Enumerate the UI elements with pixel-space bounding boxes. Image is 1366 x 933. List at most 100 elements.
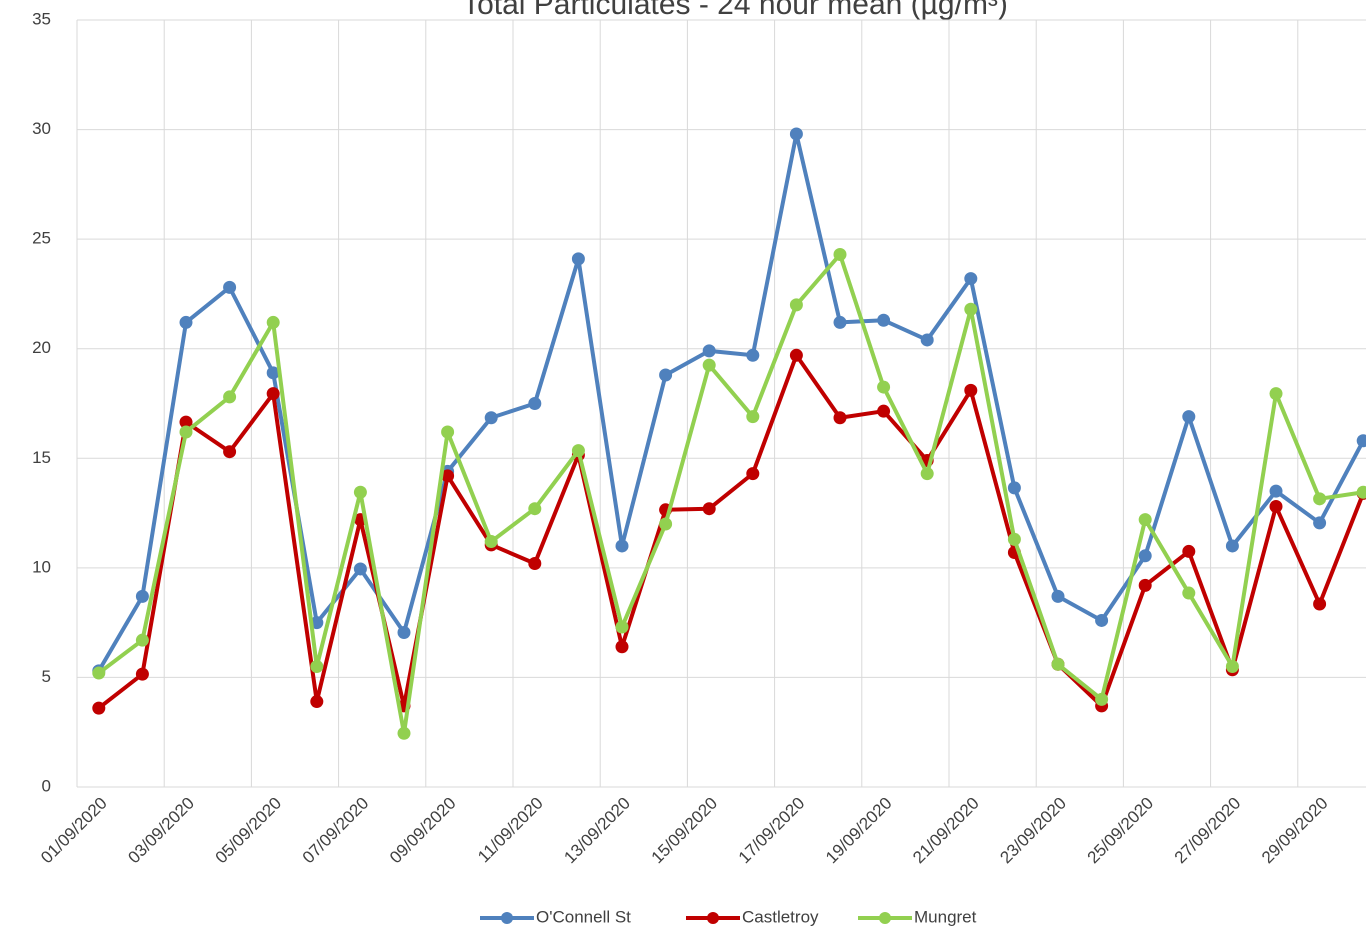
x-tick-label: 11/09/2020	[474, 794, 547, 867]
chart-title: Total Particulates - 24 hour mean (µg/m³…	[462, 0, 1008, 21]
data-point	[1313, 597, 1327, 611]
x-tick-label: 07/09/2020	[299, 794, 373, 868]
data-point	[135, 633, 149, 647]
data-point	[92, 701, 106, 715]
data-point	[1095, 692, 1109, 706]
y-tick-label: 20	[32, 338, 51, 357]
data-point	[1138, 578, 1152, 592]
data-point	[223, 390, 237, 404]
data-point	[179, 425, 193, 439]
data-point	[833, 247, 847, 261]
data-point	[1007, 532, 1021, 546]
x-tick-label: 13/09/2020	[560, 794, 634, 868]
data-point	[1269, 499, 1283, 513]
data-point	[789, 127, 803, 141]
data-point	[615, 620, 629, 634]
data-point	[1182, 410, 1196, 424]
series-line	[97, 353, 1366, 710]
x-tick-label: 09/09/2020	[386, 794, 460, 868]
data-point	[266, 315, 280, 329]
y-tick-label: 30	[32, 119, 51, 138]
data-point	[179, 315, 193, 329]
data-point	[528, 556, 542, 570]
data-point	[266, 387, 280, 401]
data-point	[353, 562, 367, 576]
y-tick-label: 35	[32, 9, 51, 28]
data-point	[1138, 549, 1152, 563]
data-point	[353, 485, 367, 499]
data-point	[1225, 539, 1239, 553]
data-point	[1051, 657, 1065, 671]
data-point	[746, 410, 760, 424]
y-tick-label: 25	[32, 229, 51, 248]
y-tick-label: 0	[42, 776, 51, 795]
series	[92, 247, 1366, 740]
legend-label: O'Connell St	[536, 907, 631, 926]
data-point	[1356, 434, 1366, 448]
x-tick-label: 25/09/2020	[1084, 794, 1158, 868]
data-point	[1313, 516, 1327, 530]
data-point	[615, 539, 629, 553]
legend-marker	[501, 912, 513, 924]
data-point	[1138, 513, 1152, 527]
data-point	[702, 358, 716, 372]
data-point	[528, 502, 542, 516]
y-tick-label: 5	[42, 667, 51, 686]
data-point	[1007, 481, 1021, 495]
series-line	[97, 131, 1365, 672]
x-tick-label: 15/09/2020	[648, 794, 722, 868]
legend-marker	[879, 912, 891, 924]
data-point	[920, 333, 934, 347]
data-point	[135, 667, 149, 681]
data-point	[571, 444, 585, 458]
data-point	[1095, 613, 1109, 627]
data-point	[135, 589, 149, 603]
data-point	[397, 726, 411, 740]
data-point	[746, 348, 760, 362]
data-point	[92, 666, 106, 680]
y-tick-label: 15	[32, 448, 51, 467]
data-point	[964, 302, 978, 316]
data-point	[528, 397, 542, 410]
data-point	[223, 445, 237, 459]
data-point	[484, 411, 498, 425]
data-point	[833, 411, 847, 425]
x-tick-label: 27/09/2020	[1171, 794, 1245, 868]
data-point	[441, 469, 455, 483]
data-point	[789, 298, 803, 312]
data-point	[266, 366, 280, 380]
data-point	[877, 404, 891, 418]
data-point	[1356, 485, 1366, 499]
data-point	[615, 640, 629, 654]
x-tick-label: 05/09/2020	[212, 794, 286, 868]
data-point	[789, 348, 803, 362]
data-point	[223, 280, 237, 294]
data-point	[702, 344, 716, 358]
x-tick-label: 23/09/2020	[996, 794, 1070, 868]
x-tick-label: 19/09/2020	[822, 794, 896, 868]
x-tick-label: 29/09/2020	[1258, 794, 1332, 868]
y-tick-label: 10	[32, 557, 51, 576]
data-point	[964, 272, 978, 286]
data-point	[964, 383, 978, 397]
data-point	[441, 425, 455, 439]
data-point	[877, 380, 891, 394]
data-point	[833, 315, 847, 329]
data-point	[310, 659, 324, 673]
series-line	[97, 252, 1364, 736]
data-point	[1051, 589, 1065, 603]
data-point	[179, 415, 193, 429]
data-point	[702, 502, 716, 516]
x-tick-label: 01/09/2020	[37, 794, 111, 868]
data-point	[920, 467, 934, 481]
data-point	[659, 368, 673, 382]
x-tick-label: 03/09/2020	[124, 794, 198, 868]
data-point	[659, 517, 673, 531]
x-tick-label: 17/09/2020	[735, 794, 809, 868]
data-point	[571, 252, 585, 266]
legend-label: Mungret	[914, 907, 977, 926]
data-point	[746, 467, 760, 481]
data-point	[1225, 659, 1239, 673]
data-point	[877, 313, 891, 327]
